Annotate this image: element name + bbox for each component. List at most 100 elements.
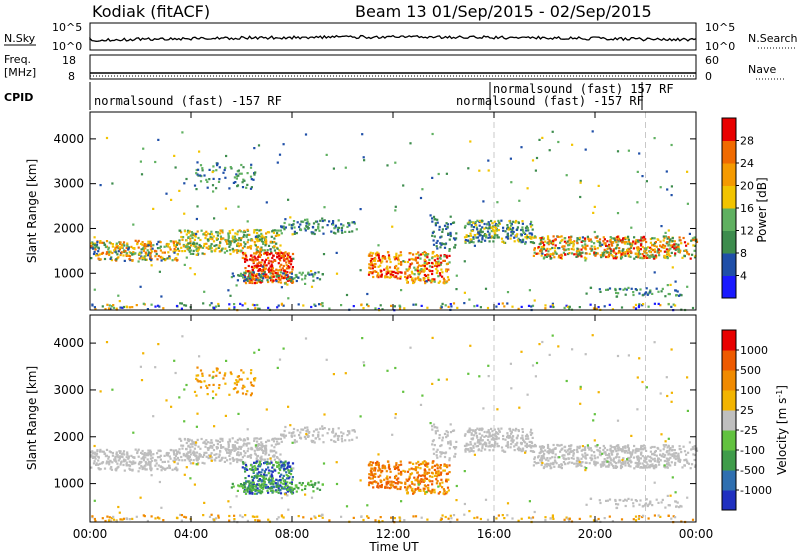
power-cell [501, 302, 504, 305]
power-cell [144, 247, 147, 250]
power-cell [259, 253, 262, 256]
velocity-cell [506, 444, 509, 447]
velocity-cell [374, 467, 377, 470]
power-cell [393, 258, 397, 261]
velocity-cell [528, 440, 531, 443]
power-cell [588, 239, 591, 242]
velocity-cell [417, 474, 420, 477]
velocity-cell [249, 381, 253, 384]
velocity-cell [247, 480, 250, 483]
velocity-cell [247, 447, 250, 450]
velocity-cell [666, 466, 669, 469]
velocity-cell [424, 463, 427, 466]
power-cell [243, 179, 246, 182]
velocity-cell [448, 457, 451, 460]
power-cell [613, 251, 616, 254]
velocity-cell [266, 439, 269, 442]
velocity-cell [104, 455, 107, 458]
velocity-cell [272, 464, 275, 467]
power-cell [286, 256, 289, 259]
velocity-cell [420, 480, 423, 483]
power-cell [249, 247, 252, 250]
velocity-cell [421, 462, 425, 465]
velocity-cell [259, 437, 263, 440]
power-cell [322, 253, 326, 256]
velocity-cell [141, 452, 144, 455]
power-cell [266, 251, 269, 254]
power-cell [651, 253, 654, 256]
velocity-cell [93, 452, 96, 455]
power-cell [539, 242, 542, 245]
power-cell [506, 291, 510, 294]
velocity-cell [260, 479, 263, 482]
velocity-cell [243, 485, 246, 488]
velocity-cell [211, 445, 214, 448]
velocity-cell [206, 393, 209, 396]
power-cell [534, 169, 537, 172]
velocity-cell [507, 436, 510, 439]
power-cell [160, 259, 163, 262]
power-cell [431, 257, 434, 260]
power-cell [299, 228, 303, 232]
velocity-cell [149, 461, 152, 464]
power-cell [243, 274, 246, 277]
velocity-cell [252, 470, 255, 473]
velocity-cell [560, 467, 563, 470]
power-cell [337, 230, 340, 233]
velocity-cell [185, 448, 188, 451]
power-cell [295, 275, 298, 278]
power-cell [272, 275, 275, 278]
power-cell [528, 289, 531, 292]
power-cell [635, 252, 638, 255]
power-cell [249, 187, 253, 190]
power-cell [149, 248, 152, 251]
velocity-cell [229, 452, 232, 455]
power-cell [671, 245, 674, 249]
nsearch-tick-bottom: 10^0 [705, 40, 735, 53]
velocity-cell [230, 449, 234, 452]
velocity-cell [372, 480, 375, 483]
power-cell [234, 239, 237, 242]
power-cell [150, 303, 153, 306]
velocity-cell [386, 486, 389, 489]
power-cell [128, 258, 131, 261]
velocity-cell [386, 460, 390, 463]
velocity-cell [531, 436, 534, 439]
power-cell [425, 280, 428, 283]
velocity-cell [263, 445, 266, 448]
velocity-cell [246, 437, 249, 440]
power-cell [596, 240, 599, 243]
power-cell [480, 219, 484, 222]
power-colorbar-tick-label: 12 [740, 225, 754, 238]
velocity-cell [263, 478, 266, 481]
power-cell [494, 229, 497, 232]
velocity-cell [143, 453, 146, 457]
power-cell [272, 272, 275, 275]
power-cell [472, 241, 475, 244]
power-cell [268, 270, 271, 273]
velocity-cell [629, 452, 632, 455]
velocity-cell [433, 488, 436, 491]
velocity-cell [662, 448, 665, 451]
velocity-cell [627, 449, 630, 452]
power-cell [310, 305, 313, 309]
power-cell [270, 269, 273, 272]
velocity-cell [286, 467, 289, 470]
velocity-cell [265, 474, 268, 477]
power-cell [476, 304, 479, 307]
power-cell [560, 257, 563, 260]
velocity-cell [288, 431, 291, 434]
velocity-cell [248, 455, 251, 458]
velocity-cell [242, 371, 245, 374]
velocity-cell [511, 441, 514, 444]
velocity-cell [228, 451, 231, 454]
velocity-cell [510, 432, 513, 435]
power-cell [275, 280, 278, 283]
velocity-cell [337, 438, 340, 441]
power-cell [253, 231, 256, 234]
velocity-cell [431, 488, 434, 491]
power-cell [449, 303, 452, 306]
power-cell [421, 188, 424, 191]
power-cell [254, 171, 257, 174]
power-cell [290, 271, 293, 274]
